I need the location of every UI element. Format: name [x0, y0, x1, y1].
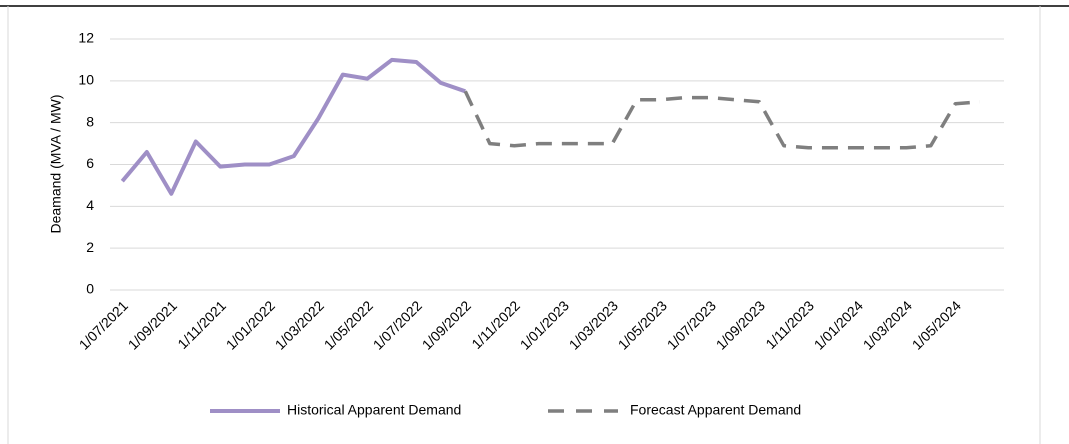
x-tick-label: 1/03/2022 [272, 297, 328, 353]
x-tick-label: 1/07/2021 [76, 297, 132, 353]
x-tick-label: 1/07/2022 [370, 297, 426, 353]
x-tick-label: 1/01/2024 [811, 297, 867, 353]
y-tick-label: 12 [78, 30, 94, 46]
legend-label: Forecast Apparent Demand [630, 402, 801, 418]
y-tick-label: 6 [86, 155, 94, 171]
legend-label: Historical Apparent Demand [287, 402, 461, 418]
x-tick-label: 1/11/2022 [468, 297, 523, 352]
x-tick-label: 1/09/2022 [419, 297, 475, 353]
x-tick-label: 1/01/2022 [223, 297, 279, 353]
x-tick-label: 1/03/2023 [566, 297, 622, 353]
x-tick-label: 1/05/2024 [909, 297, 965, 353]
series-line [463, 90, 980, 150]
x-tick-label: 1/03/2024 [860, 297, 916, 353]
x-tick-label: 1/11/2021 [174, 297, 229, 352]
y-tick-label: 8 [86, 113, 94, 129]
x-tick-label: 1/09/2021 [125, 297, 181, 353]
y-tick-label: 0 [86, 281, 94, 297]
x-tick-label: 1/07/2023 [664, 297, 720, 353]
x-tick-label: 1/05/2022 [321, 297, 377, 353]
y-axis-label: Deamand (MVA / MW) [48, 95, 64, 234]
x-tick-label: 1/01/2023 [517, 297, 573, 353]
series-line [120, 57, 466, 196]
y-tick-label: 10 [78, 72, 94, 88]
x-tick-label: 1/05/2023 [615, 297, 671, 353]
y-tick-label: 4 [86, 197, 94, 213]
x-tick-label: 1/09/2023 [713, 297, 769, 353]
y-tick-label: 2 [86, 239, 94, 255]
x-tick-label: 1/11/2023 [762, 297, 817, 352]
